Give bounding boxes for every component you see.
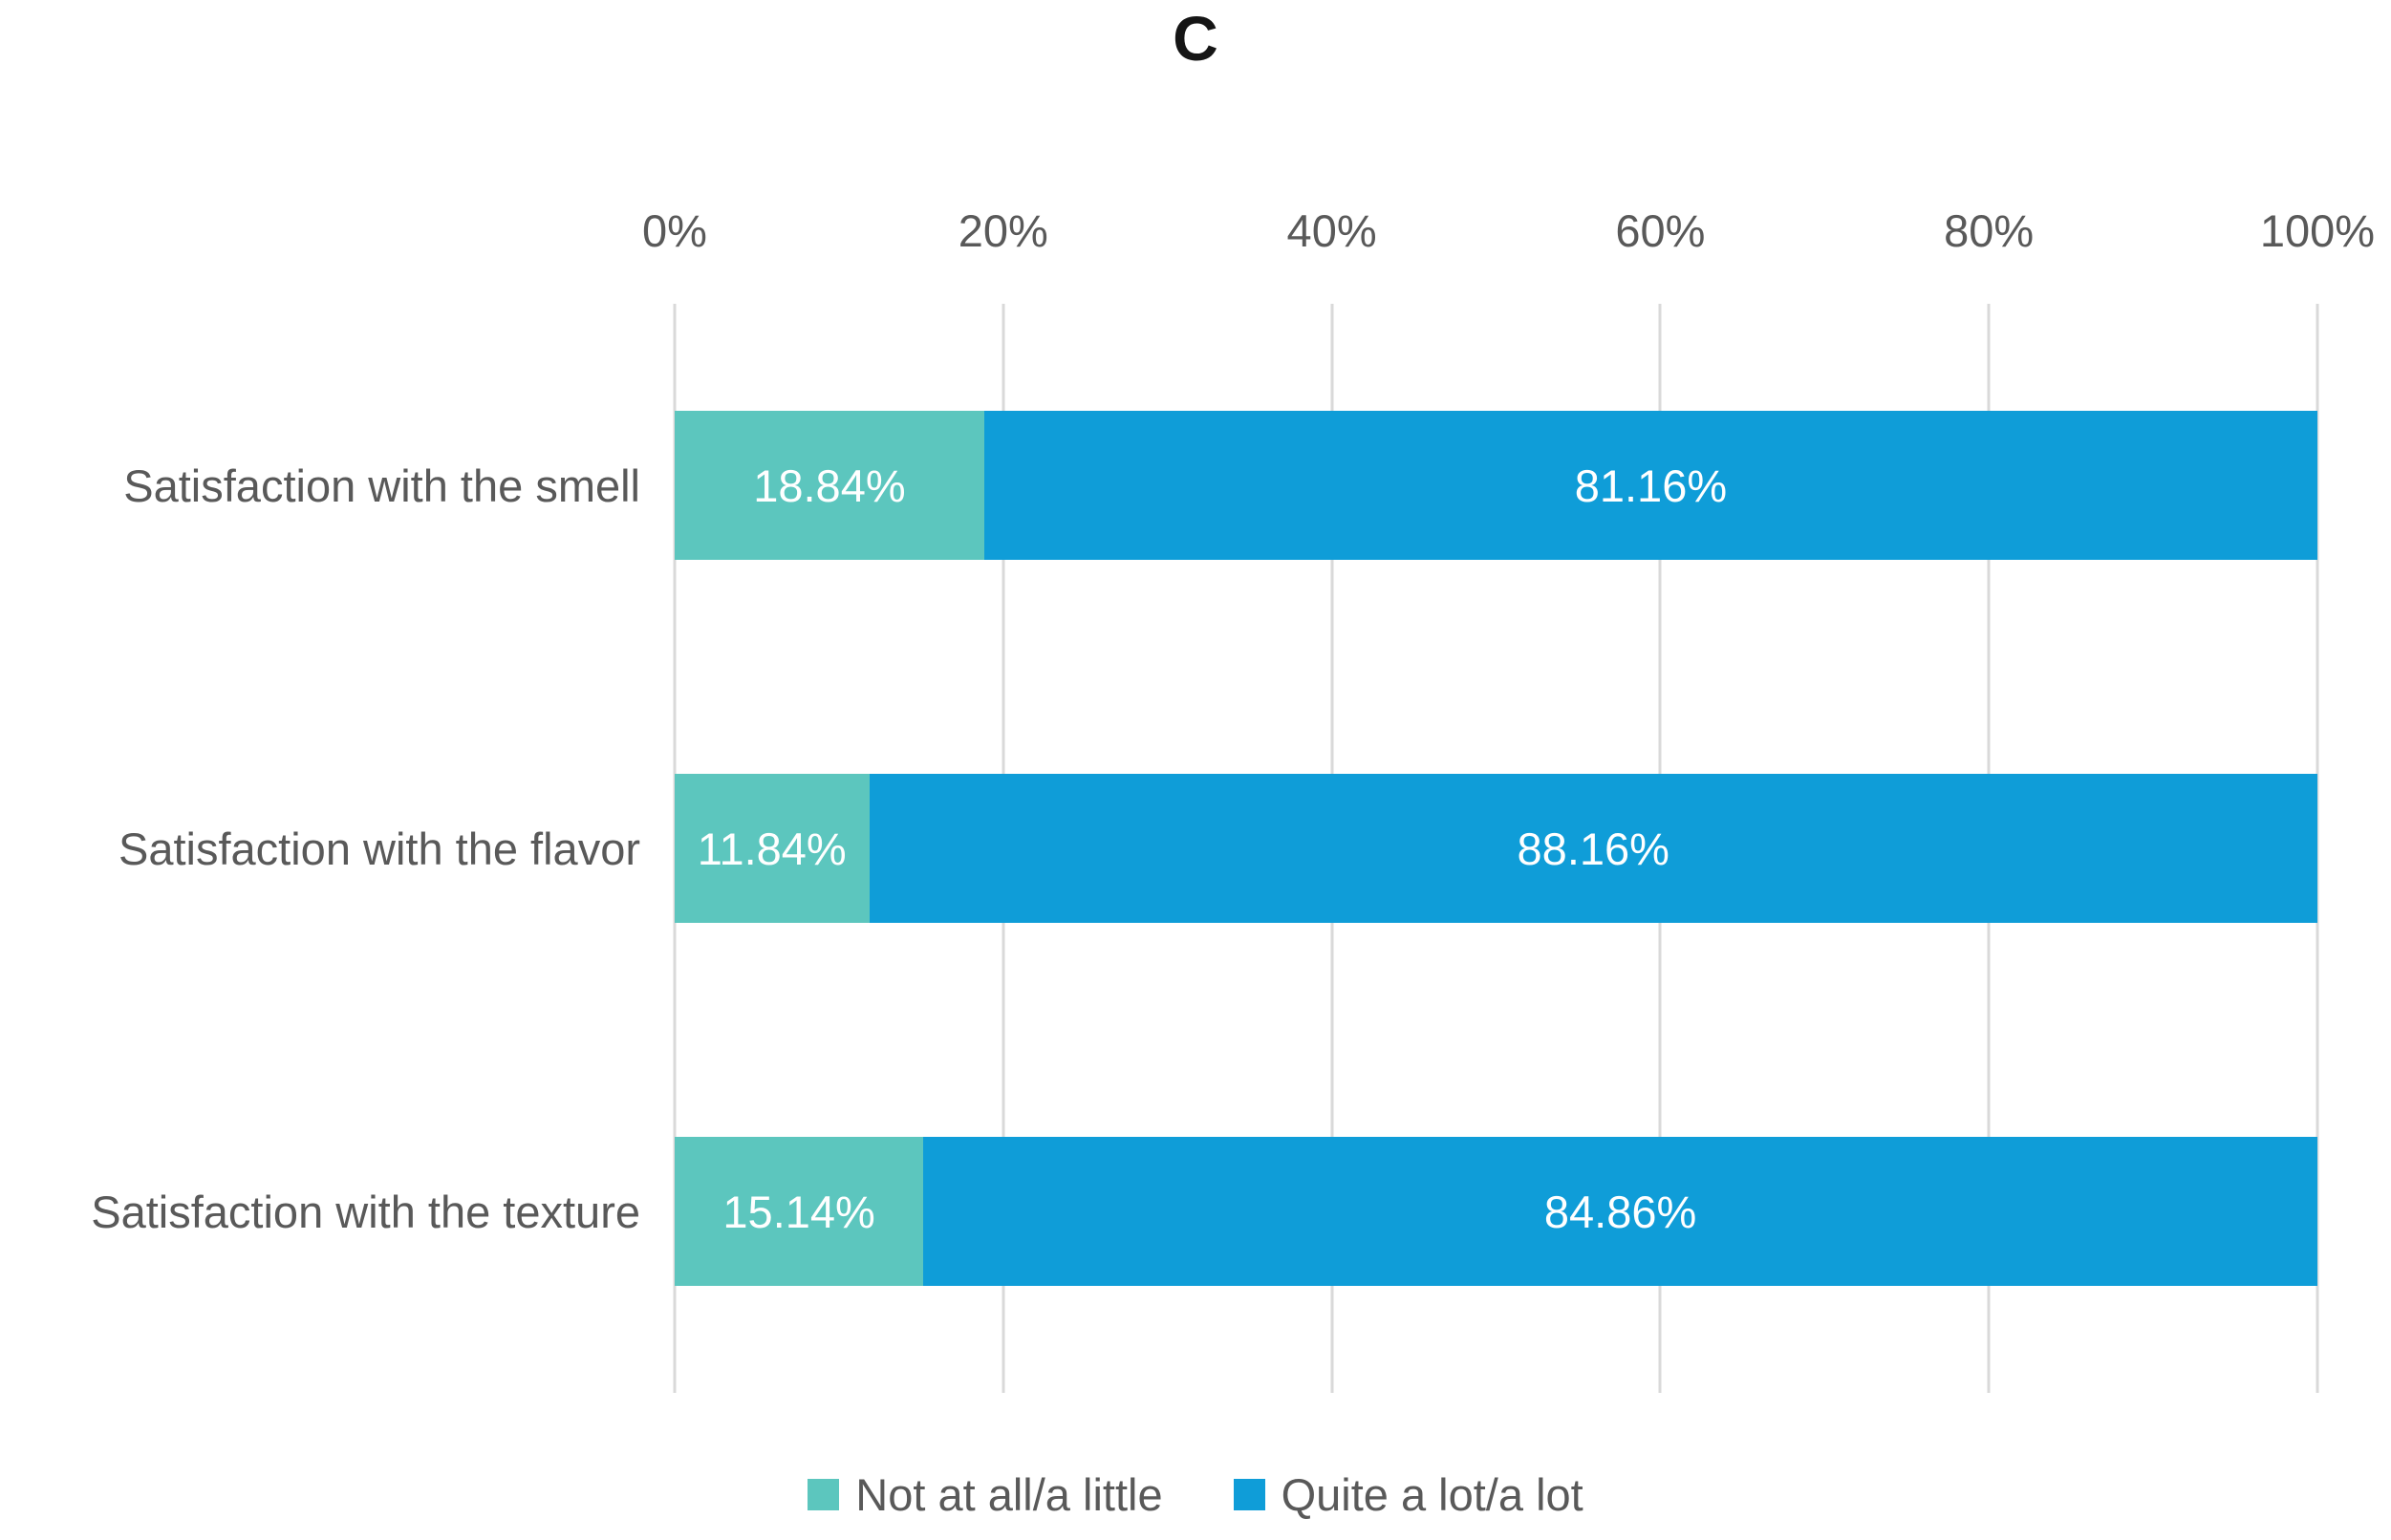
legend-swatch xyxy=(1233,1478,1265,1510)
bar-row: Satisfaction with the flavor 11.84% 88.16% xyxy=(118,667,2317,1030)
category-label: Satisfaction with the flavor xyxy=(118,823,640,874)
bar-segment-label: 81.16% xyxy=(1574,460,1728,511)
bar-segment: 84.86% xyxy=(923,1137,2317,1286)
x-axis-tick: 80% xyxy=(1944,205,2035,256)
legend-label: Not at all/a little xyxy=(855,1468,1163,1520)
category-label: Satisfaction with the smell xyxy=(123,460,640,511)
bar-segment-label: 88.16% xyxy=(1517,823,1669,874)
x-axis-tick: 100% xyxy=(2259,205,2376,256)
bar-segment: 18.84% xyxy=(675,411,984,560)
legend-label: Quite a lot/a lot xyxy=(1281,1468,1583,1520)
bar-segment: 15.14% xyxy=(675,1137,924,1286)
plot-area: Satisfaction with the smell 18.84% 81.16% S… xyxy=(91,304,2319,1393)
x-axis-tick: 20% xyxy=(958,205,1048,256)
x-axis-tick: 60% xyxy=(1615,205,1706,256)
bar-segment: 11.84% xyxy=(675,774,870,923)
legend: Not at all/a little Quite a lot/a lot xyxy=(0,1448,2391,1540)
bar-segment: 81.16% xyxy=(983,411,2317,560)
legend-item: Quite a lot/a lot xyxy=(1233,1468,1583,1521)
bar-row: Satisfaction with the texture 15.14% 84.86… xyxy=(91,1030,2317,1393)
bar-segment-label: 15.14% xyxy=(722,1186,875,1237)
bar-segment-label: 84.86% xyxy=(1543,1186,1697,1237)
x-axis-tick: 40% xyxy=(1286,205,1377,256)
x-axis-tick: 0% xyxy=(642,205,707,256)
bar-segment: 88.16% xyxy=(869,774,2317,923)
gridline xyxy=(2316,304,2319,1393)
stacked-bar: 18.84% 81.16% xyxy=(675,411,2317,560)
stacked-bar: 11.84% 88.16% xyxy=(675,774,2317,923)
x-axis: 0% 20% 40% 60% 80% 100% xyxy=(642,204,2375,260)
bar-row: Satisfaction with the smell 18.84% 81.16% xyxy=(123,304,2317,667)
chart-title: C xyxy=(1173,3,1218,74)
legend-swatch xyxy=(808,1478,840,1510)
category-label: Satisfaction with the texture xyxy=(91,1186,640,1237)
legend-item: Not at all/a little xyxy=(808,1468,1163,1521)
bar-segment-label: 18.84% xyxy=(753,460,906,511)
bar-segment-label: 11.84% xyxy=(697,823,847,874)
stacked-bar: 15.14% 84.86% xyxy=(675,1137,2317,1286)
